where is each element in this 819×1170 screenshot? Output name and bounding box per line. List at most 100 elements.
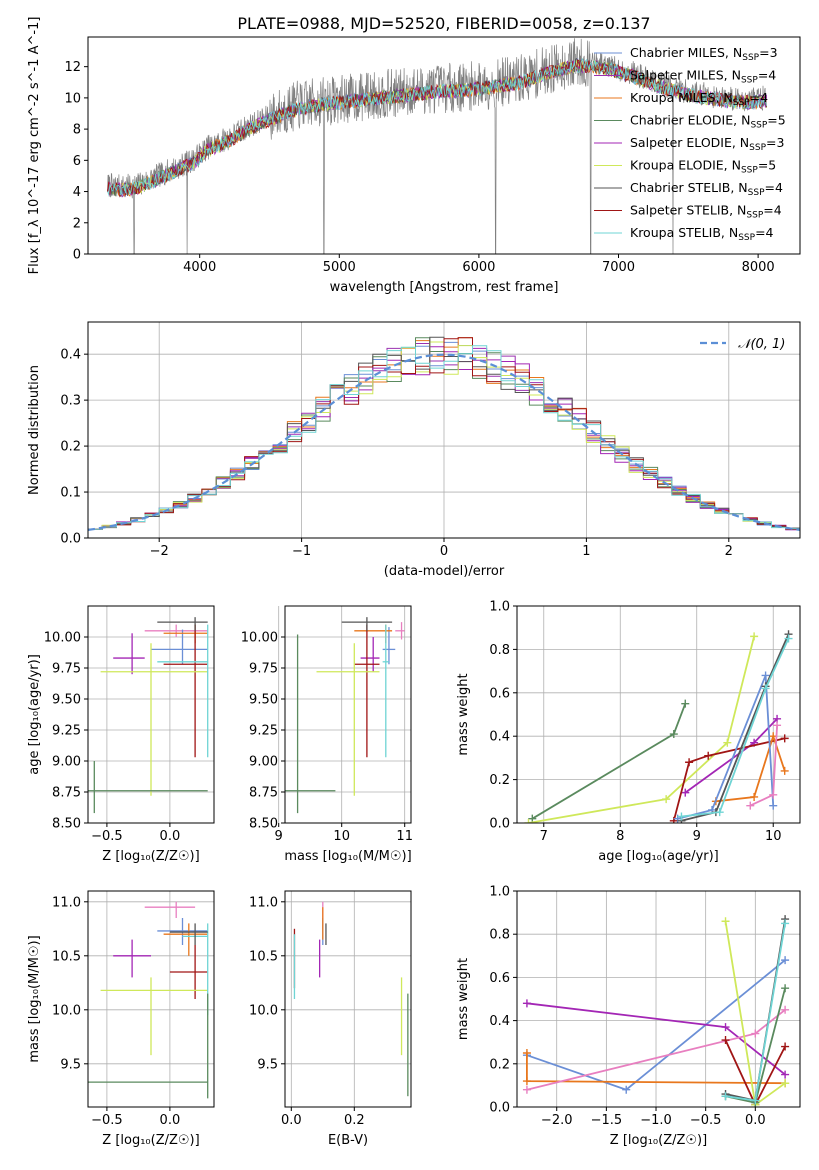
x-axis-label: mass [log₁₀(M/M☉)] bbox=[284, 849, 411, 864]
error-bars bbox=[88, 617, 209, 814]
spectrum-lines bbox=[107, 38, 767, 254]
y-tick-label: 10.5 bbox=[249, 949, 278, 964]
axes-frame bbox=[87, 890, 215, 1108]
data-point bbox=[360, 637, 380, 672]
x-tick-label: −0.5 bbox=[690, 1113, 722, 1128]
y-tick-label: 9.75 bbox=[249, 662, 278, 677]
series-marker bbox=[677, 812, 686, 821]
y-tick-label: 12 bbox=[64, 60, 81, 75]
series-marker bbox=[781, 1005, 790, 1014]
y-tick-label: 9.50 bbox=[249, 693, 278, 708]
series-marker bbox=[773, 721, 782, 730]
x-tick-label: 9 bbox=[275, 829, 283, 844]
x-axis-label: E(B-V) bbox=[328, 1133, 368, 1148]
x-tick-label: −1 bbox=[292, 544, 311, 559]
y-tick-label: 0.3 bbox=[60, 394, 81, 409]
data-point bbox=[395, 622, 405, 640]
legend-label: Chabrier ELODIE, NSSP=5 bbox=[630, 113, 786, 131]
series-marker bbox=[751, 1096, 760, 1105]
y-tick-label: 0.1 bbox=[60, 486, 81, 501]
y-tick-label: 0.2 bbox=[489, 1057, 510, 1072]
x-tick-label: 7000 bbox=[602, 260, 635, 275]
series-marker bbox=[685, 758, 694, 767]
y-axis-label: Normed distribution bbox=[27, 365, 42, 495]
legend-label: Chabrier MILES, NSSP=3 bbox=[630, 45, 778, 63]
y-axis-label: age [log₁₀(age/yr)] bbox=[27, 654, 42, 775]
series-marker bbox=[522, 1049, 531, 1057]
series-line bbox=[672, 737, 785, 822]
residuals-panel: −2 −1 0 1 2 0.0 0.1 0.2 0.3 0.4 (data-model)/error… bbox=[27, 321, 801, 579]
series-marker bbox=[622, 1085, 631, 1094]
series-marker bbox=[721, 917, 730, 926]
y-tick-label: 0.4 bbox=[60, 348, 81, 363]
series-marker bbox=[751, 1029, 760, 1038]
y-axis-label: mass [log₁₀(M/M☉)] bbox=[27, 935, 42, 1062]
axes-frame bbox=[516, 605, 801, 824]
x-tick-label: −2 bbox=[150, 544, 169, 559]
x-tick-label: 0.0 bbox=[281, 1113, 302, 1128]
legend-label: Kroupa STELIB, NSSP=4 bbox=[630, 225, 774, 243]
x-tick-label: −1.5 bbox=[591, 1113, 623, 1128]
series-marker bbox=[781, 1042, 790, 1051]
series-marker bbox=[662, 795, 671, 804]
series-marker bbox=[669, 730, 678, 739]
series-marker bbox=[750, 792, 759, 801]
series-line bbox=[681, 638, 790, 818]
series-marker bbox=[746, 801, 755, 810]
x-tick-label: 9 bbox=[693, 829, 701, 844]
mass-vs-EBV-panel: 0.0 0.2 9.5 10.0 10.5 11.0 E(B-V) bbox=[249, 890, 412, 1148]
x-axis-label: age [log₁₀(age/yr)] bbox=[598, 849, 719, 864]
y-tick-label: 0.0 bbox=[60, 532, 81, 547]
data-point bbox=[169, 923, 208, 945]
y-tick-label: 10.00 bbox=[241, 631, 278, 646]
series-line bbox=[715, 733, 786, 803]
data-point bbox=[157, 617, 208, 631]
legend-label: 𝒩(0, 1) bbox=[738, 337, 785, 352]
data-point bbox=[382, 624, 389, 758]
weight-vs-age-panel: 7 8 9 10 0.0 0.2 0.4 0.6 0.8 1.0 age [log₁₀(age/yr… bbox=[456, 600, 801, 864]
x-axis-label: Z [log₁₀(Z/Z☉)] bbox=[102, 1133, 199, 1148]
histogram-step bbox=[88, 337, 800, 530]
legend-label: Kroupa ELODIE, NSSP=5 bbox=[630, 158, 776, 176]
data-point bbox=[100, 643, 208, 796]
x-tick-label: −1.0 bbox=[640, 1113, 672, 1128]
weight-vs-Z-panel: −2.0 −1.5 −1.0 −0.5 0.0 0.0 0.2 0.4 0.6 0.8 1.0 Z [… bbox=[456, 885, 801, 1148]
series-marker bbox=[681, 699, 690, 708]
series-marker bbox=[522, 1077, 531, 1086]
data-point bbox=[88, 761, 208, 814]
x-tick-label: 0.0 bbox=[160, 829, 181, 844]
y-tick-label: 9.00 bbox=[52, 755, 81, 770]
series-marker bbox=[769, 801, 778, 810]
y-tick-label: 8.50 bbox=[249, 817, 278, 832]
x-axis-label: Z [log₁₀(Z/Z☉)] bbox=[102, 849, 199, 864]
series-marker bbox=[715, 808, 724, 817]
y-axis-label: Flux [f_λ 10^-17 erg cm^-2 s^-1 A^-1] bbox=[27, 17, 42, 275]
y-tick-label: 0 bbox=[73, 248, 81, 263]
histogram-step bbox=[88, 345, 800, 530]
x-tick-label: 8 bbox=[616, 829, 624, 844]
data-point bbox=[151, 629, 208, 665]
y-tick-label: 2 bbox=[73, 216, 81, 231]
data-point bbox=[163, 923, 208, 956]
age-vs-mass-panel: 9 10 11 8.50 8.75 9.00 9.25 9.50 9.75 10.00 mass [… bbox=[241, 605, 413, 864]
series-marker bbox=[780, 766, 789, 775]
y-tick-label: 10.5 bbox=[52, 949, 81, 964]
data-point bbox=[157, 624, 209, 758]
series-marker bbox=[781, 984, 790, 993]
y-tick-label: 8.75 bbox=[52, 786, 81, 801]
y-tick-label: 1.0 bbox=[489, 885, 510, 900]
series-marker bbox=[723, 738, 732, 747]
series-line bbox=[681, 633, 790, 822]
y-tick-label: 6 bbox=[73, 154, 81, 169]
x-axis-label: (data-model)/error bbox=[384, 564, 505, 579]
x-tick-label: 2 bbox=[725, 544, 733, 559]
series-marker bbox=[528, 814, 537, 823]
axes-frame bbox=[87, 605, 215, 824]
data-point bbox=[163, 624, 208, 758]
series-marker bbox=[761, 671, 770, 680]
y-tick-label: 9.75 bbox=[52, 662, 81, 677]
x-tick-label: 7 bbox=[540, 829, 548, 844]
y-tick-label: 8 bbox=[73, 123, 81, 138]
x-tick-label: 0.2 bbox=[344, 1113, 365, 1128]
